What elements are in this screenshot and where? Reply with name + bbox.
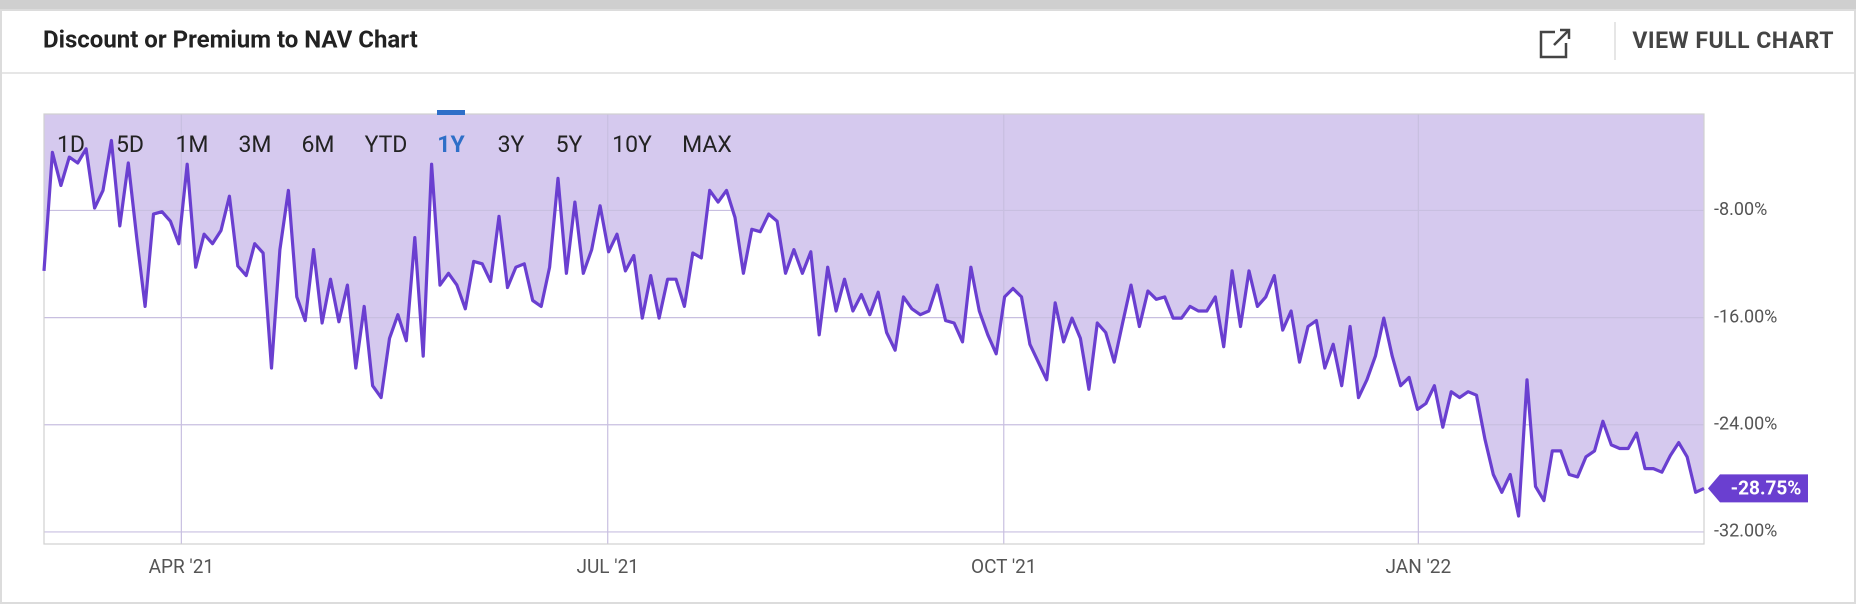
y-tick-label: -24.00% <box>1714 414 1777 435</box>
open-icon[interactable] <box>1539 28 1571 59</box>
x-tick-label: OCT '21 <box>971 555 1037 578</box>
y-tick-label: -16.00% <box>1714 306 1777 327</box>
y-tick-label: -32.00% <box>1714 521 1777 542</box>
area <box>44 114 1704 516</box>
x-tick-label: JAN '22 <box>1386 555 1452 578</box>
plot-border <box>43 113 1705 545</box>
top-bar <box>0 0 1856 10</box>
range-button[interactable]: 1Y <box>437 131 465 158</box>
range-button[interactable]: 1D <box>57 131 85 158</box>
chart-title: Discount or Premium to NAV Chart <box>43 25 418 53</box>
last-value-badge <box>1708 474 1808 503</box>
range-button[interactable]: 3M <box>238 131 271 158</box>
view-full-chart[interactable]: VIEW FULL CHART <box>1632 27 1834 54</box>
x-tick-label: APR '21 <box>149 555 214 578</box>
last-value-label: -28.75% <box>1731 476 1802 499</box>
range-button[interactable]: 10Y <box>612 131 652 158</box>
range-button[interactable]: 1M <box>175 131 208 158</box>
selected-indicator <box>437 110 465 115</box>
range-button[interactable]: MAX <box>682 131 732 158</box>
range-button[interactable]: 3Y <box>498 131 525 158</box>
range-button[interactable]: 6M <box>301 131 334 158</box>
range-button[interactable]: 5D <box>116 131 144 158</box>
line <box>42 138 1705 518</box>
range-button[interactable]: 5Y <box>556 131 583 158</box>
range-button[interactable]: YTD <box>365 131 408 158</box>
y-tick-label: -8.00% <box>1714 199 1767 220</box>
x-tick-label: JUL '21 <box>577 555 639 578</box>
